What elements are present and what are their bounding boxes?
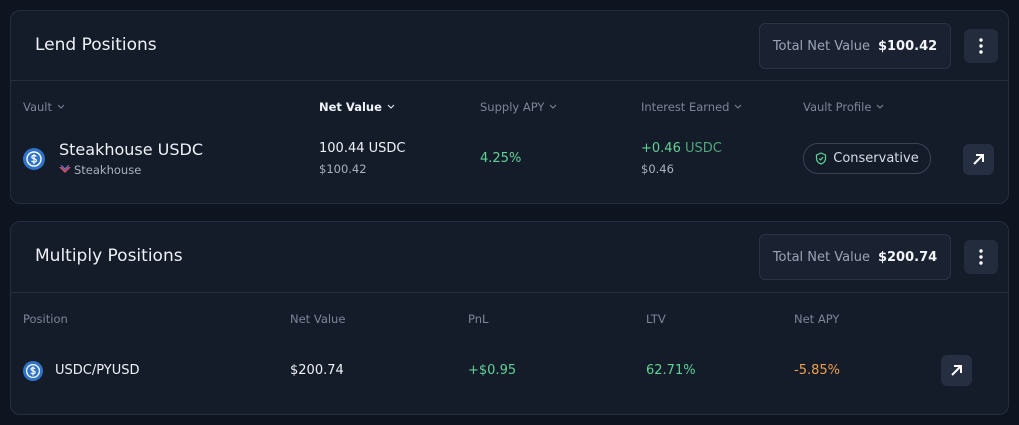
interest-earned: +0.46 USDC xyxy=(641,141,722,156)
usdc-icon xyxy=(23,361,43,381)
net-value-usd: $100.42 xyxy=(319,162,367,176)
column-header[interactable]: Interest Earned xyxy=(641,100,742,114)
chevron xyxy=(877,104,884,109)
separator xyxy=(11,292,1008,293)
net-apy: -5.85% xyxy=(794,363,840,378)
card-title: Lend Positions xyxy=(35,35,157,55)
vault-profile: Conservative xyxy=(833,151,919,166)
card-title: Multiply Positions xyxy=(35,246,183,266)
header-text: Vault xyxy=(23,100,53,114)
position-name: USDC/PYUSD xyxy=(55,363,140,378)
vault-profile-badge: Conservative xyxy=(803,143,931,174)
chevron xyxy=(387,104,395,109)
ltv: 62.71% xyxy=(646,363,696,378)
header-text: Supply APY xyxy=(480,100,545,114)
total-label: Total Net Value xyxy=(772,249,870,265)
total-value: $200.74 xyxy=(877,249,938,265)
column-header: LTV xyxy=(646,312,666,326)
supply-apy: 4.25% xyxy=(480,151,522,166)
open-button[interactable] xyxy=(941,355,972,386)
separator xyxy=(11,80,1008,81)
column-header[interactable]: Vault Profile xyxy=(803,100,884,114)
lend-positions-card: Lend Positions Total Net Value $100.42 V… xyxy=(10,10,1009,204)
usdc-icon xyxy=(23,148,45,170)
column-header: Net Value xyxy=(290,312,346,326)
chevron xyxy=(735,104,742,109)
chevron xyxy=(550,104,557,109)
interest-unit: USDC xyxy=(684,141,722,156)
curator-name: Steakhouse xyxy=(74,163,142,177)
shield-icon xyxy=(816,152,827,165)
vault-name: Steakhouse USDC xyxy=(59,140,204,159)
header-text: Interest Earned xyxy=(641,100,730,114)
open-button[interactable] xyxy=(963,144,994,175)
column-header: Position xyxy=(23,312,68,326)
menu-button[interactable] xyxy=(964,29,998,63)
column-header[interactable]: Net Value xyxy=(319,100,395,114)
net-value: $200.74 xyxy=(290,363,344,378)
chevron xyxy=(57,104,65,109)
interest-usd: $0.46 xyxy=(641,162,674,176)
total-net-value: Total Net Value $100.42 xyxy=(759,23,951,69)
column-header: PnL xyxy=(468,312,489,326)
column-header[interactable]: Supply APY xyxy=(480,100,557,114)
pnl: +$0.95 xyxy=(468,363,517,378)
total-label: Total Net Value xyxy=(772,38,870,54)
column-header: Net APY xyxy=(794,312,840,326)
total-net-value: Total Net Value $200.74 xyxy=(759,234,951,280)
multiply-positions-card: Multiply Positions Total Net Value $200.… xyxy=(10,221,1009,415)
header-text: Vault Profile xyxy=(803,100,872,114)
net-value: 100.44 USDC xyxy=(319,141,406,156)
column-header[interactable]: Vault xyxy=(23,100,65,114)
menu-button[interactable] xyxy=(964,240,998,274)
curator-logo xyxy=(59,165,71,173)
total-value: $100.42 xyxy=(877,38,938,54)
header-text: Net Value xyxy=(319,100,382,114)
interest-amount: +0.46 xyxy=(641,141,681,156)
